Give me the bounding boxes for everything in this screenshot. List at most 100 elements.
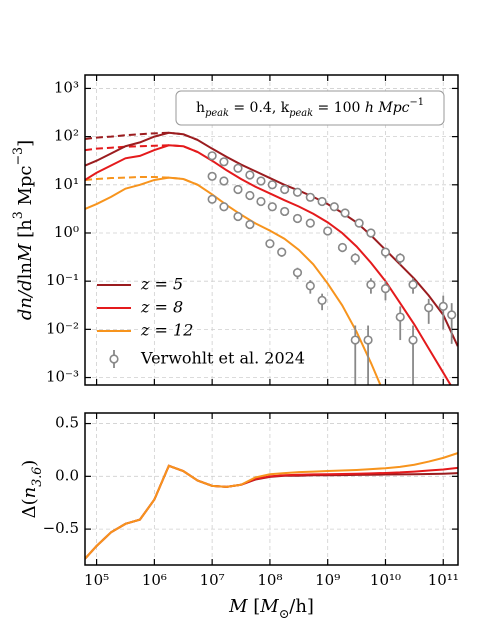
text-part: ] <box>15 140 36 147</box>
data-point <box>207 194 217 204</box>
data-point <box>380 284 391 294</box>
y-tick-label: 0.0 <box>55 466 79 484</box>
x-tick-label: 10⁵ <box>84 571 109 589</box>
text-part: ⊙ <box>279 606 290 621</box>
legend-label: z = 5 <box>140 275 183 294</box>
y-tick-label: 10⁻¹ <box>46 271 79 289</box>
data-point <box>408 335 418 345</box>
x-tick-label: 10⁹ <box>315 571 340 589</box>
data-point <box>366 228 376 238</box>
data-point <box>265 239 275 249</box>
data-point <box>207 151 217 161</box>
text-part: M <box>259 596 279 617</box>
data-point <box>207 171 217 181</box>
text-part: [h <box>15 219 36 244</box>
data-point <box>233 163 243 173</box>
text-part: ln <box>15 262 36 280</box>
data-point <box>395 312 405 322</box>
y-tick-label: −0.5 <box>43 519 79 537</box>
text-part: peak <box>289 108 313 119</box>
data-point <box>305 218 315 228</box>
data-point <box>337 242 348 253</box>
data-point <box>256 196 266 207</box>
text-part: = 100 <box>313 100 365 116</box>
x-axis-label: M [M⊙/h] <box>228 596 314 621</box>
x-tick-label: 10¹¹ <box>428 571 459 589</box>
text-part: dn/d <box>15 279 36 320</box>
text-part: 3.6 <box>29 467 44 487</box>
data-point <box>350 253 360 263</box>
data-point <box>233 211 243 222</box>
data-point <box>424 303 434 313</box>
data-point <box>447 310 457 320</box>
y-tick-label: 10⁻³ <box>46 368 79 386</box>
data-point <box>292 268 303 278</box>
data-point <box>292 213 303 224</box>
data-point <box>317 196 327 207</box>
legend-label: z = 8 <box>140 298 183 317</box>
data-point <box>245 170 255 180</box>
text-part: peak <box>205 108 229 119</box>
data-point <box>219 157 229 167</box>
y-tick-label: 10¹ <box>54 175 79 193</box>
x-tick-label: 10¹⁰ <box>370 571 401 589</box>
legend-swatch <box>109 354 119 364</box>
plot-area <box>85 131 458 385</box>
data-point <box>256 176 266 186</box>
series-line <box>85 176 382 385</box>
text-part: −1 <box>410 97 424 108</box>
text-part: Mpc <box>15 165 36 211</box>
series-line <box>85 452 458 560</box>
legend-label: Verwohlt et al. 2024 <box>140 349 305 368</box>
data-point <box>233 184 243 195</box>
x-tick-label: 10⁶ <box>142 571 167 589</box>
annotation-box <box>175 90 445 126</box>
x-tick-label: 10⁷ <box>200 571 225 589</box>
data-point <box>305 281 315 291</box>
text-part: /h] <box>289 596 314 617</box>
data-point <box>317 295 327 305</box>
y-tick-label: 0.5 <box>55 414 79 432</box>
data-point <box>219 176 229 186</box>
data-point <box>323 226 333 236</box>
data-point <box>280 184 290 195</box>
text-part: Δ( <box>19 498 40 518</box>
axes-frame <box>84 412 459 566</box>
y-tick-label: 10⁻² <box>46 319 79 337</box>
text-part: h <box>365 100 374 116</box>
legend-label: z = 12 <box>140 321 193 340</box>
series-line <box>85 464 458 560</box>
y-axis-label: Δ(n3.6) <box>19 460 44 519</box>
text-part: h <box>196 100 205 116</box>
data-point <box>292 187 303 197</box>
x-tick-label: 10⁸ <box>257 571 282 589</box>
data-point <box>277 247 287 257</box>
text-part: [ <box>248 596 261 617</box>
data-point <box>408 279 418 290</box>
text-part: Mpc <box>374 100 410 116</box>
data-point <box>438 301 448 311</box>
annotation: hpeak = 0.4, kpeak = 100 h Mpc−1 <box>196 97 424 119</box>
data-point <box>354 218 364 228</box>
data-point <box>380 247 391 257</box>
panel: 10⁵ 10⁶ 10⁷ 10⁸ 10⁹ 10¹⁰ 10¹¹ 0.5 0.0 −0.5Δ(n3.6)… <box>19 412 459 621</box>
data-point <box>329 202 339 212</box>
data-point <box>267 180 277 190</box>
series-line <box>85 131 458 347</box>
data-point <box>366 279 376 290</box>
data-point <box>395 253 405 263</box>
text-part: n <box>19 487 40 499</box>
data-point <box>219 202 229 212</box>
data-point <box>280 206 290 217</box>
text-part: = 0.4, k <box>229 100 290 116</box>
text-part: 3 <box>10 211 25 219</box>
series-line <box>85 464 458 560</box>
text-part: M <box>15 243 36 263</box>
series-line <box>85 144 452 385</box>
y-tick-label: 10³ <box>54 78 79 96</box>
y-tick-label: 10⁰ <box>54 223 79 241</box>
data-point <box>245 219 255 230</box>
text-part: −3 <box>10 147 25 166</box>
